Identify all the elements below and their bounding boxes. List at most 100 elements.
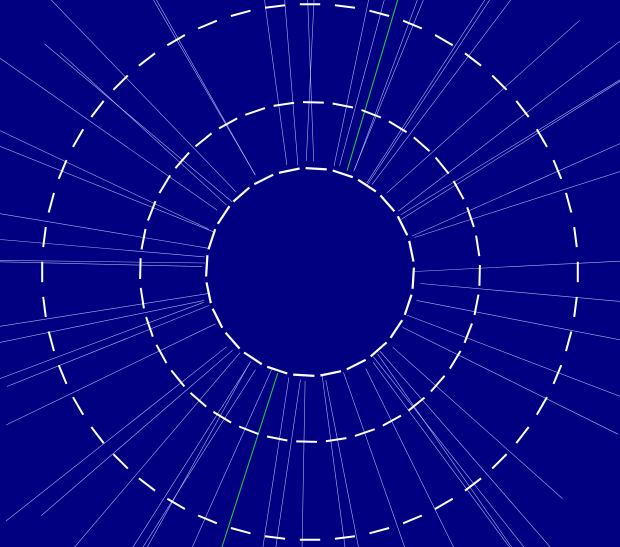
middle-layer-module [147, 200, 157, 221]
track-line [275, 379, 301, 547]
inner-layer-module [379, 194, 396, 213]
track-line [0, 302, 204, 379]
track-line [398, 40, 620, 212]
middle-layer-module [155, 344, 168, 364]
outer-layer-module [464, 52, 482, 67]
outer-layer-module [491, 74, 508, 91]
outer-layer-module [334, 4, 356, 9]
outer-layer-module [138, 477, 156, 492]
track-line [366, 0, 486, 184]
middle-layer-module [449, 350, 462, 370]
track-line [392, 346, 563, 499]
track-line [60, 52, 227, 206]
outer-layer-module [112, 74, 129, 91]
middle-layer-module [170, 369, 186, 388]
outer-layer-module [573, 226, 578, 248]
outer-layer-module [334, 535, 356, 540]
outer-layer-module [112, 453, 129, 470]
inner-layer-module [293, 373, 315, 377]
track-line [365, 368, 454, 547]
middle-layer-module [296, 440, 318, 443]
outer-layer-module [264, 535, 286, 540]
outer-layer-module [166, 34, 186, 47]
inner-layer-module [205, 255, 209, 277]
outer-layer-module [57, 159, 68, 180]
track-line [0, 239, 205, 258]
track-line [379, 350, 551, 547]
outer-layer-module [230, 527, 251, 535]
middle-layer-module [140, 228, 147, 250]
track-line [0, 261, 203, 267]
middle-layer-module [382, 414, 402, 427]
highlighted-track [221, 372, 279, 547]
track-line [377, 353, 512, 547]
track-line [307, 0, 314, 162]
middle-layer-module [354, 428, 376, 437]
inner-layer-module [305, 167, 327, 171]
track-line [41, 349, 233, 516]
track-line [353, 0, 424, 172]
middle-layer-module [273, 101, 295, 107]
middle-layer-module [463, 323, 473, 344]
track-line [372, 362, 510, 547]
inner-layer-module [211, 308, 224, 329]
track-line [5, 346, 227, 522]
inner-layer-module [332, 169, 354, 179]
middle-layer-module [325, 437, 347, 443]
track-line [373, 356, 525, 547]
outer-layer-module [565, 192, 573, 213]
inner-layer-module [266, 365, 288, 375]
middle-layer-module [478, 264, 481, 286]
track-line [325, 380, 359, 547]
outer-layer-module [197, 19, 218, 30]
inner-layer-module [389, 319, 404, 339]
middle-layer-module [475, 235, 481, 257]
highlighted-track [346, 0, 399, 171]
middle-layer-module [174, 151, 190, 169]
outer-layer-module [230, 9, 251, 17]
outer-layer-module [72, 396, 85, 416]
middle-layer-module [434, 156, 450, 175]
track-line [333, 0, 369, 167]
outer-layer-module [552, 159, 563, 180]
track-line [367, 0, 490, 186]
track-line [0, 260, 206, 264]
track-line [50, 0, 237, 193]
outer-layer-module [402, 19, 423, 30]
track-line [284, 0, 299, 166]
inner-layer [205, 167, 415, 377]
inner-layer-module [320, 370, 342, 377]
middle-layer-module [158, 174, 171, 194]
track-line [306, 0, 315, 161]
track-line [6, 305, 210, 387]
inner-layer-module [403, 294, 413, 316]
outer-layer-module [434, 34, 454, 47]
middle-layer-module [452, 180, 465, 200]
track-line [44, 43, 233, 203]
track-line [147, 362, 250, 547]
track-line [262, 377, 290, 547]
inner-layer-module [369, 341, 388, 358]
track-line [406, 314, 620, 397]
track-line [264, 0, 288, 166]
outer-layer-module [573, 296, 578, 318]
track-line [0, 146, 214, 232]
inner-layer-module [408, 240, 415, 262]
outer-layer-module [90, 426, 105, 444]
middle-layer-module [218, 117, 238, 130]
track-line [420, 283, 620, 302]
track-line [6, 323, 216, 426]
middle-layer-module [466, 206, 475, 228]
middle-layer-module [332, 102, 354, 109]
outer-layer-module [434, 497, 454, 510]
track-line [343, 372, 405, 547]
middle-layer-module [139, 287, 145, 309]
outer-layer-module [535, 128, 548, 148]
inner-layer-module [346, 358, 367, 371]
track-line [0, 57, 218, 211]
outer-layer-module [166, 497, 186, 510]
inner-layer-module [278, 167, 300, 174]
outer-layer-module [47, 331, 55, 352]
middle-layer-module [473, 294, 480, 316]
